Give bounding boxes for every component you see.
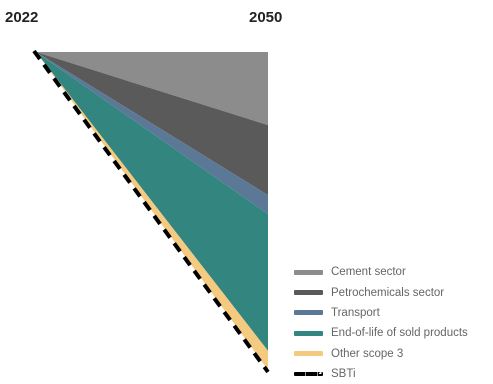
legend-swatch bbox=[294, 330, 323, 336]
chart-legend: Cement sector Petrochemicals sector Tran… bbox=[294, 262, 468, 384]
legend-label: Cement sector bbox=[331, 266, 406, 279]
area-series-group bbox=[36, 52, 268, 370]
legend-item-transport: Transport bbox=[294, 303, 468, 323]
legend-label: End-of-life of sold products bbox=[331, 327, 468, 340]
legend-label: Petrochemicals sector bbox=[331, 286, 445, 299]
legend-label: Transport bbox=[331, 306, 380, 319]
legend-item-petrochemicals: Petrochemicals sector bbox=[294, 282, 468, 302]
legend-swatch-dashed bbox=[294, 372, 323, 377]
sbti-dashed-line bbox=[32, 49, 270, 374]
legend-item-end-of-life: End-of-life of sold products bbox=[294, 323, 468, 343]
legend-swatch bbox=[294, 269, 323, 275]
legend-swatch bbox=[294, 290, 323, 296]
legend-item-cement: Cement sector bbox=[294, 262, 468, 282]
legend-swatch bbox=[294, 310, 323, 316]
legend-label: Other scope 3 bbox=[331, 347, 404, 360]
legend-label: SBTi bbox=[331, 368, 356, 381]
legend-item-sbti: SBTi bbox=[294, 364, 468, 384]
legend-item-other-scope-3: Other scope 3 bbox=[294, 344, 468, 364]
x-axis-end-label: 2050 bbox=[249, 9, 283, 26]
legend-swatch bbox=[294, 351, 323, 357]
x-axis-start-label: 2022 bbox=[5, 9, 39, 26]
